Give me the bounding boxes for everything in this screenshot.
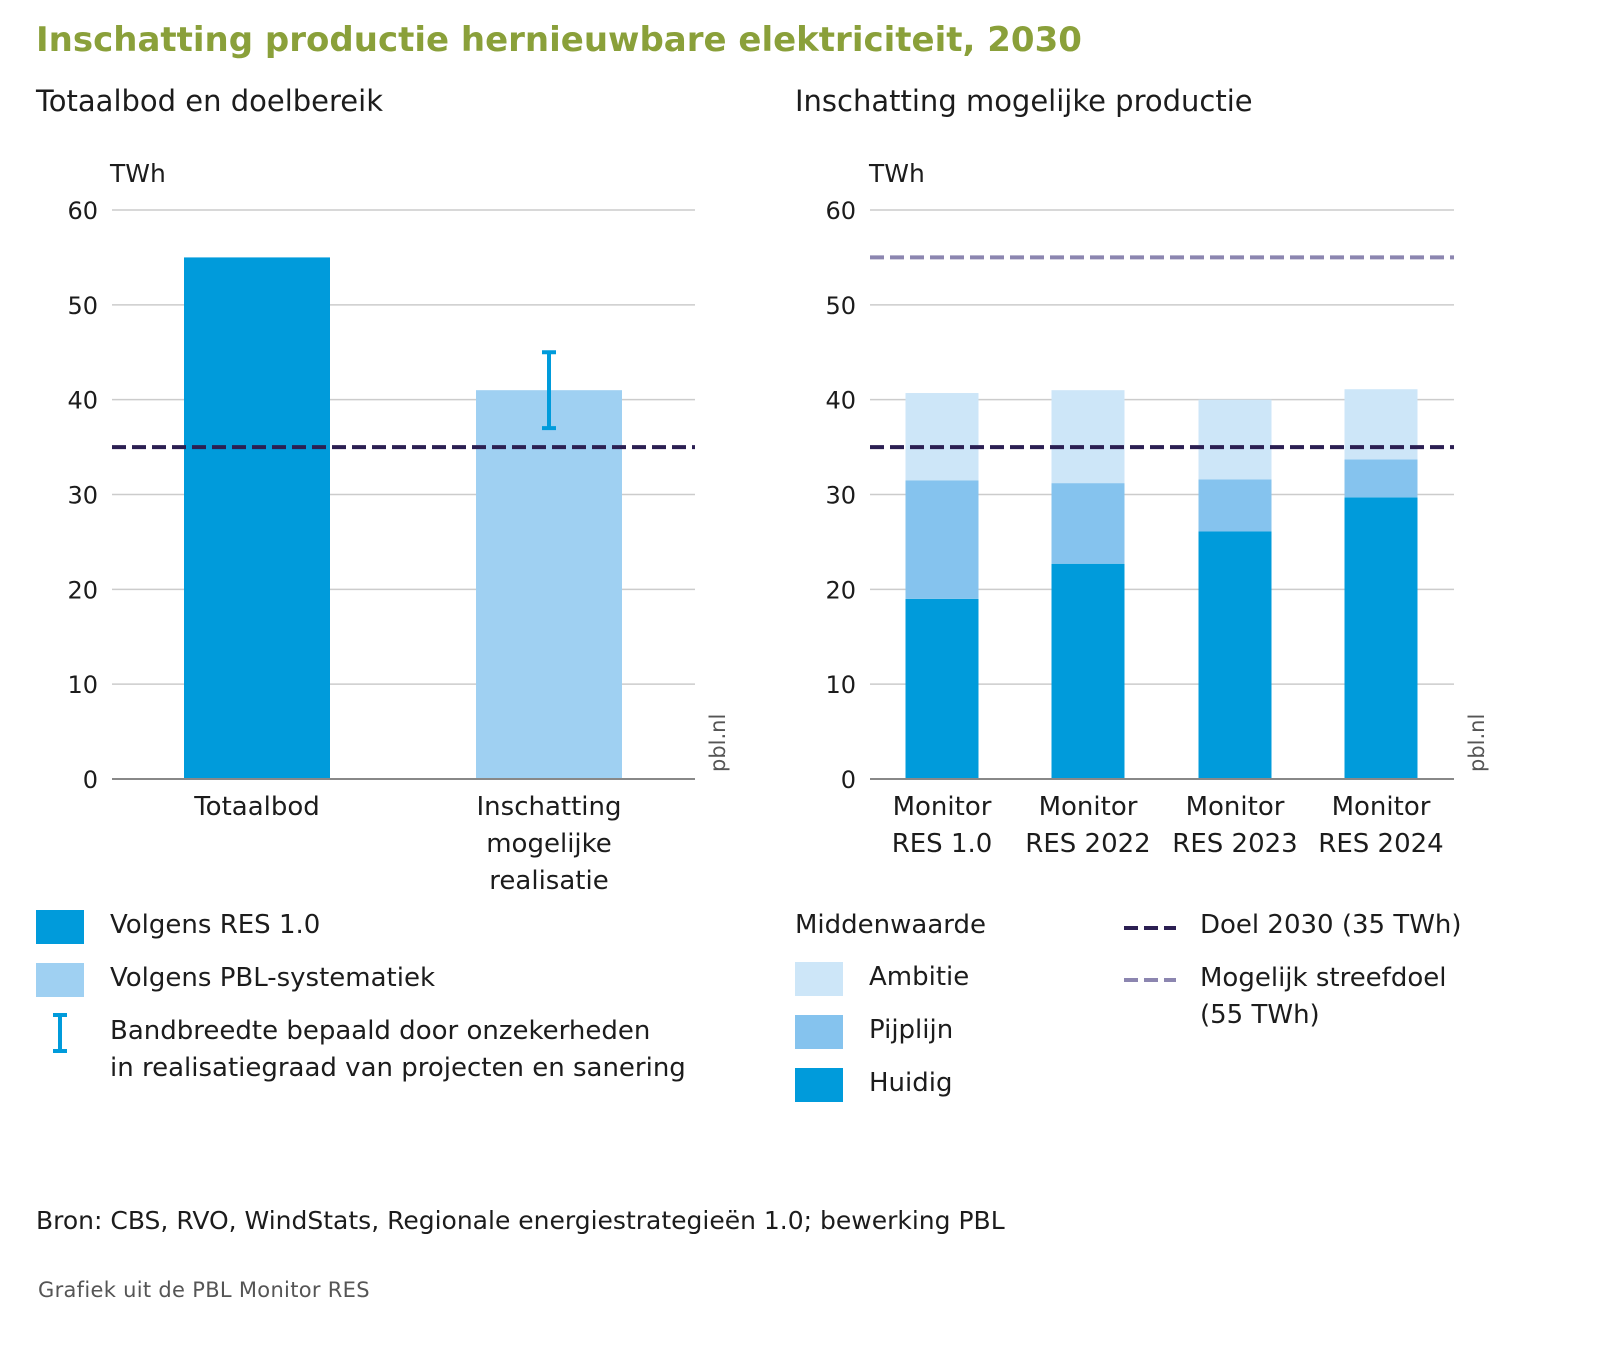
chart-title: Inschatting productie hernieuwbare elekt… xyxy=(36,20,1082,60)
bar-segment-pijplijn xyxy=(1198,479,1272,532)
legend-swatch-res xyxy=(36,910,84,944)
watermark-pbl: pbl.nl xyxy=(1465,714,1489,772)
bar-segment-ambitie xyxy=(905,393,979,481)
left-chart-title: Totaalbod en doelbereik xyxy=(36,84,383,118)
y-tick-label: 0 xyxy=(841,766,856,794)
bar-segment-huidig xyxy=(1344,497,1418,779)
bar-segment-ambitie xyxy=(1051,390,1125,484)
source-note: Bron: CBS, RVO, WindStats, Regionale ene… xyxy=(36,1206,1005,1235)
x-category-label: Inschatting xyxy=(477,792,622,822)
y-tick-label: 60 xyxy=(67,197,98,225)
x-category-label: RES 2024 xyxy=(1318,829,1443,859)
legend-label-ambitie: Ambitie xyxy=(869,962,970,992)
legend-line-streefdoel xyxy=(1124,978,1176,982)
x-category-label: realisatie xyxy=(489,866,608,896)
x-category-label: Monitor xyxy=(1332,792,1431,822)
legend-label-res: Volgens RES 1.0 xyxy=(110,910,321,940)
y-tick-label: 40 xyxy=(825,387,856,415)
y-tick-label: 20 xyxy=(825,576,856,604)
right-chart-title: Inschatting mogelijke productie xyxy=(795,84,1253,118)
y-axis-unit: TWh xyxy=(109,159,166,188)
legend-label-pbl: Volgens PBL-systematiek xyxy=(110,963,436,993)
bar-segment-pijplijn xyxy=(1344,459,1418,498)
legend-band-line1: Bandbreedte bepaald door onzekerheden xyxy=(110,1016,651,1046)
bar-pbl xyxy=(476,390,622,779)
bar-res xyxy=(184,257,330,780)
y-axis-unit: TWh xyxy=(868,159,925,188)
x-category-label: Monitor xyxy=(1186,792,1285,822)
y-tick-label: 40 xyxy=(67,387,98,415)
y-tick-label: 50 xyxy=(825,292,856,320)
x-category-label: RES 2023 xyxy=(1172,829,1297,859)
legend-streef-line1: Mogelijk streefdoel xyxy=(1200,963,1447,993)
legend-label-pijplijn: Pijplijn xyxy=(869,1015,954,1045)
legend-heading-middenwaarde: Middenwaarde xyxy=(795,910,987,940)
bar-segment-pijplijn xyxy=(905,480,979,599)
legend-band-line2: in realisatiegraad van projecten en sane… xyxy=(110,1053,686,1083)
bar-segment-huidig xyxy=(1051,563,1125,779)
y-tick-label: 10 xyxy=(67,671,98,699)
y-tick-label: 30 xyxy=(825,482,856,510)
watermark-pbl: pbl.nl xyxy=(706,714,730,772)
legend-streef-line2: (55 TWh) xyxy=(1200,1000,1320,1030)
bar-segment-pijplijn xyxy=(1051,483,1125,564)
x-category-label: Monitor xyxy=(1039,792,1138,822)
x-category-label: RES 1.0 xyxy=(892,829,993,859)
y-tick-label: 30 xyxy=(67,482,98,510)
error-bar-icon xyxy=(53,1013,67,1053)
legend-swatch-pijplijn xyxy=(795,1015,843,1049)
legend-line-doel xyxy=(1124,926,1176,930)
bar-segment-huidig xyxy=(1198,531,1272,779)
y-tick-label: 0 xyxy=(83,766,98,794)
x-category-label: mogelijke xyxy=(486,829,612,859)
legend-label-streefdoel: Mogelijk streefdoel (55 TWh) xyxy=(1200,960,1446,1034)
y-tick-label: 20 xyxy=(67,576,98,604)
legend-swatch-huidig xyxy=(795,1068,843,1102)
caption-note: Grafiek uit de PBL Monitor RES xyxy=(38,1278,370,1302)
x-category-label: Totaalbod xyxy=(193,792,320,822)
y-tick-label: 10 xyxy=(825,671,856,699)
legend-swatch-ambitie xyxy=(795,962,843,996)
bar-segment-huidig xyxy=(905,598,979,779)
legend-swatch-pbl xyxy=(36,963,84,997)
x-category-label: Monitor xyxy=(893,792,992,822)
x-category-label: RES 2022 xyxy=(1025,829,1150,859)
y-tick-label: 50 xyxy=(67,292,98,320)
legend-label-huidig: Huidig xyxy=(869,1068,953,1098)
legend-label-band: Bandbreedte bepaald door onzekerheden in… xyxy=(110,1013,686,1087)
legend-label-doel: Doel 2030 (35 TWh) xyxy=(1200,910,1462,940)
bar-segment-ambitie xyxy=(1198,399,1272,480)
y-tick-label: 60 xyxy=(825,197,856,225)
